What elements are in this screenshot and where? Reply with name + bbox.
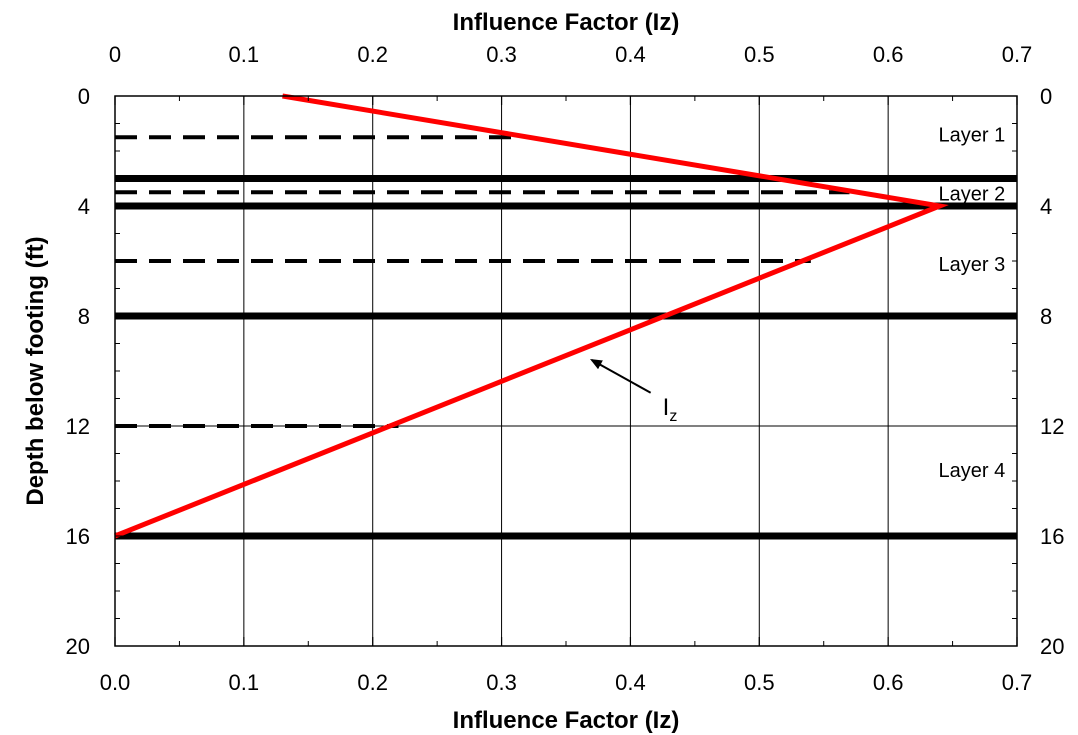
iz-label-main: I [663, 394, 670, 421]
x-tick-label-bottom-0: 0.0 [100, 670, 131, 695]
layer-label-2: Layer 2 [939, 184, 1006, 206]
y-tick-label-right-2: 8 [1040, 304, 1052, 329]
x-tick-label-top-3: 0.3 [486, 42, 517, 67]
layer-label-4: Layer 4 [939, 460, 1006, 482]
y-axis-title: Depth below footing (ft) [22, 236, 49, 505]
axis-ticks [114, 95, 1018, 647]
x-axis-title-bottom: Influence Factor (Iz) [453, 707, 680, 734]
y-tick-label-right-5: 20 [1040, 634, 1064, 659]
x-tick-label-top-1: 0.1 [229, 42, 260, 67]
tick-labels: 0 0.0 0.1 0.1 0.2 0.2 0.3 0.3 0.4 0.4 0.5 0.5 0.6 0.6… [66, 42, 1065, 695]
x-tick-label-top-7: 0.7 [1002, 42, 1033, 67]
y-tick-label-left-5: 20 [66, 634, 90, 659]
x-tick-label-bottom-3: 0.3 [486, 670, 517, 695]
y-tick-label-left-0: 0 [78, 84, 90, 109]
layer-boundary-lines [115, 175, 1017, 540]
layer-annotations: Layer 1 Layer 2 Layer 3 Layer 4 [939, 125, 1006, 483]
y-tick-label-left-2: 8 [78, 304, 90, 329]
x-tick-label-top-5: 0.5 [744, 42, 775, 67]
layer-midpoint-lines [115, 135, 850, 428]
iz-label-subscript: z [669, 408, 677, 425]
iz-series [114, 93, 949, 539]
y-tick-label-left-4: 16 [66, 524, 90, 549]
layer-label-1: Layer 1 [939, 125, 1006, 147]
iz-label: Iz [663, 394, 678, 425]
y-tick-label-left-3: 12 [66, 414, 90, 439]
x-tick-label-bottom-1: 0.1 [229, 670, 260, 695]
x-axis-title-top: Influence Factor (Iz) [453, 9, 680, 36]
y-tick-label-right-3: 12 [1040, 414, 1064, 439]
x-tick-label-top-6: 0.6 [873, 42, 904, 67]
x-tick-label-bottom-7: 0.7 [1002, 670, 1033, 695]
x-tick-label-bottom-5: 0.5 [744, 670, 775, 695]
x-tick-label-top-0: 0 [109, 42, 121, 67]
x-tick-label-bottom-6: 0.6 [873, 670, 904, 695]
y-tick-label-right-4: 16 [1040, 524, 1064, 549]
y-tick-label-left-1: 4 [78, 194, 90, 219]
y-tick-label-right-1: 4 [1040, 194, 1052, 219]
x-tick-label-top-2: 0.2 [357, 42, 388, 67]
series-line-iz [114, 93, 949, 539]
x-tick-label-top-4: 0.4 [615, 42, 646, 67]
x-tick-label-bottom-4: 0.4 [615, 670, 646, 695]
iz-arrow [590, 359, 652, 394]
y-tick-label-right-0: 0 [1040, 84, 1052, 109]
layer-label-3: Layer 3 [939, 254, 1006, 276]
x-tick-label-bottom-2: 0.2 [357, 670, 388, 695]
